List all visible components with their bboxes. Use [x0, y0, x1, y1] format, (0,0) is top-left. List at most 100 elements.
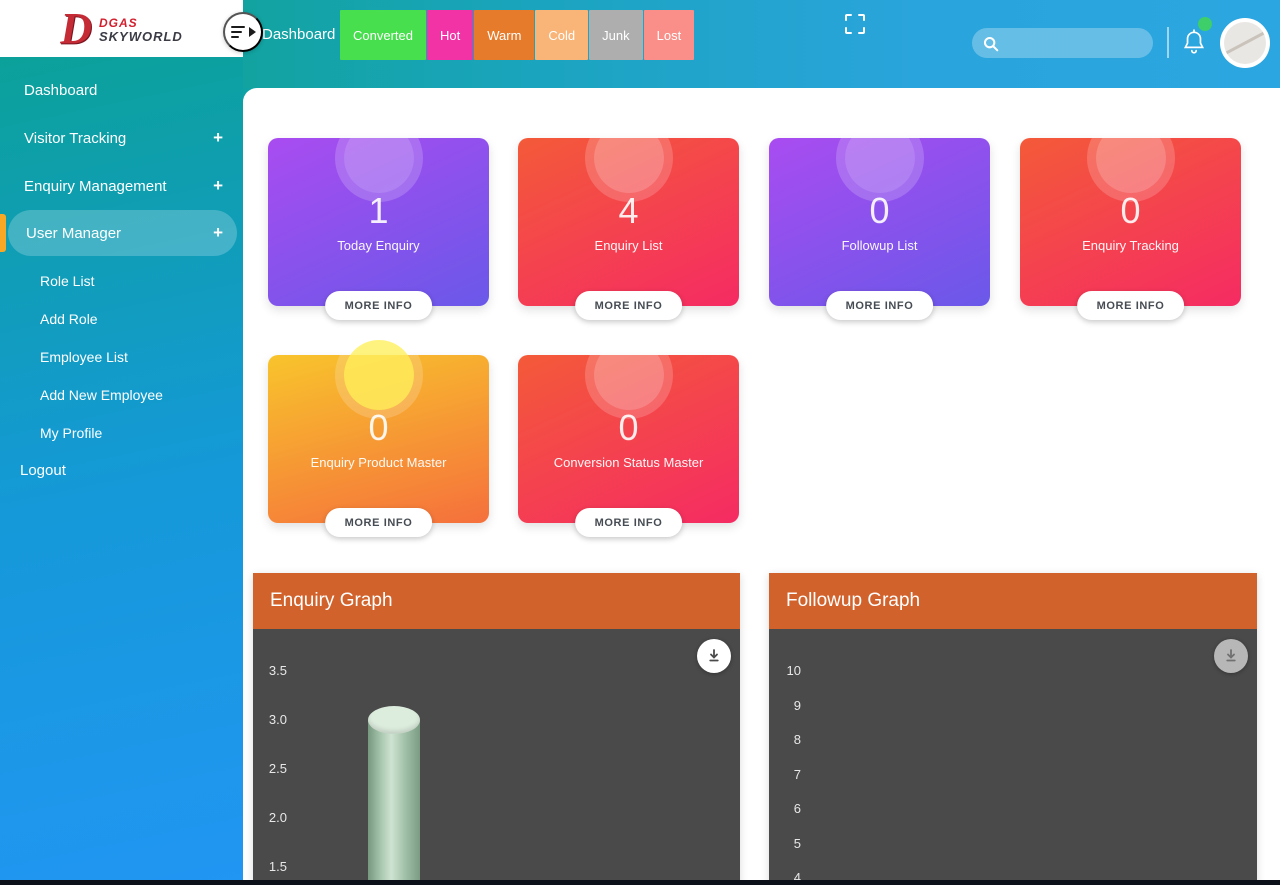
card-circle-decoration	[343, 340, 414, 410]
search-bar	[972, 28, 1181, 58]
card-circle-decoration	[1095, 123, 1166, 193]
y-axis-tick: 10	[786, 663, 801, 678]
active-item-highlight	[8, 210, 237, 256]
page-title: Dashboard	[262, 26, 336, 43]
sidebar-subitem-employee-list[interactable]: Employee List	[0, 338, 243, 376]
enquiry-chart-plot: 3.5 3.0 2.5 2.0 1.5	[253, 629, 740, 885]
sidebar-subitem-label: Employee List	[40, 349, 128, 365]
avatar-placeholder-image	[1224, 22, 1266, 64]
plus-icon: +	[213, 223, 223, 242]
brand-logo: D DGAS SKYWORLD	[0, 0, 243, 57]
card-label: Conversion Status Master	[553, 455, 704, 470]
stat-card-conversion-status-master: 0 Conversion Status Master MORE INFO	[518, 340, 739, 537]
card-value: 1	[368, 190, 389, 231]
sidebar-item-label: Dashboard	[24, 81, 98, 99]
y-axis-tick: 4	[793, 870, 801, 885]
fullscreen-icon[interactable]	[843, 12, 867, 36]
stat-card-enquiry-tracking: 0 Enquiry Tracking MORE INFO	[1020, 123, 1241, 320]
hamburger-menu-icon	[230, 26, 245, 38]
download-icon	[709, 649, 719, 662]
more-info-button[interactable]: MORE INFO	[574, 508, 683, 537]
card-value: 0	[869, 190, 890, 231]
status-button-lost[interactable]: Lost	[643, 10, 695, 60]
chart-title: Followup Graph	[769, 573, 1257, 629]
followup-graph-panel: Followup Graph 10 9 8 7 6 5 4	[769, 573, 1257, 885]
card-label: Today Enquiry	[337, 238, 420, 253]
stat-card-today-enquiry: 1 Today Enquiry MORE INFO	[268, 123, 489, 320]
sidebar-subitem-label: Role List	[40, 273, 95, 289]
stat-card-enquiry-list: 4 Enquiry List MORE INFO	[518, 123, 739, 320]
card-label: Enquiry Tracking	[1082, 238, 1179, 253]
download-icon	[1226, 649, 1236, 662]
followup-chart-plot: 10 9 8 7 6 5 4	[769, 629, 1257, 885]
bottom-edge-strip	[0, 880, 1280, 885]
y-axis-tick: 3.5	[268, 663, 287, 678]
sidebar-item-label: Logout	[20, 461, 66, 479]
card-label: Enquiry List	[594, 238, 663, 253]
y-axis-tick: 3.0	[268, 712, 287, 727]
more-info-button[interactable]: MORE INFO	[324, 508, 433, 537]
topbar-divider	[1167, 27, 1169, 58]
sidebar-item-label: Visitor Tracking	[24, 129, 127, 147]
more-info-button[interactable]: MORE INFO	[1076, 291, 1185, 320]
more-info-button[interactable]: MORE INFO	[324, 291, 433, 320]
more-info-button[interactable]: MORE INFO	[825, 291, 934, 320]
search-input[interactable]	[1005, 35, 1181, 51]
plus-icon: +	[213, 128, 223, 147]
y-axis-tick: 5	[793, 836, 801, 851]
active-item-accent-bar	[0, 214, 6, 252]
sidebar-subitem-add-role[interactable]: Add Role	[0, 300, 243, 338]
notifications-bell-icon[interactable]	[1181, 28, 1207, 56]
sidebar-subitem-label: My Profile	[40, 425, 103, 441]
card-circle-decoration	[343, 123, 414, 193]
sidebar-subitem-add-new-employee[interactable]: Add New Employee	[0, 376, 243, 414]
download-chart-button[interactable]	[1214, 639, 1248, 673]
card-label: Enquiry Product Master	[310, 455, 447, 470]
sidebar-item-logout[interactable]: Logout	[0, 446, 243, 494]
search-icon	[982, 35, 999, 52]
sidebar-subitem-label: Add New Employee	[40, 387, 163, 403]
stat-card-followup-list: 0 Followup List MORE INFO	[769, 123, 990, 320]
plus-icon: +	[213, 176, 223, 195]
card-value: 4	[618, 190, 639, 231]
user-avatar[interactable]	[1220, 18, 1270, 68]
bar-cylinder-top	[368, 706, 420, 734]
sidebar-item-visitor-tracking[interactable]: Visitor Tracking +	[0, 114, 243, 162]
status-button-cold[interactable]: Cold	[535, 10, 589, 60]
status-button-warm[interactable]: Warm	[474, 10, 535, 60]
status-filter-group: Converted Hot Warm Cold Junk Lost	[340, 10, 695, 60]
enquiry-graph-panel: Enquiry Graph 3.5 3.0 2.5 2.0 1.5	[253, 573, 740, 885]
status-button-converted[interactable]: Converted	[340, 10, 426, 60]
sidebar-item-enquiry-management[interactable]: Enquiry Management +	[0, 162, 243, 210]
y-axis-tick: 7	[793, 767, 801, 782]
card-circle-decoration	[593, 123, 664, 193]
brand-name-line2: SKYWORLD	[98, 28, 183, 44]
sidebar-toggle-button[interactable]	[223, 12, 263, 52]
chevron-right-icon	[248, 27, 256, 37]
topbar: Dashboard Converted Hot Warm Cold Junk L…	[243, 0, 1280, 88]
brand-logo-mark: D	[60, 3, 92, 53]
sidebar: Dashboard Visitor Tracking + Enquiry Man…	[0, 0, 243, 885]
card-circle-decoration	[593, 340, 664, 410]
y-axis-tick: 8	[793, 732, 801, 747]
status-button-hot[interactable]: Hot	[426, 10, 474, 60]
sidebar-subitem-label: Add Role	[40, 311, 98, 327]
y-axis-tick: 2.0	[268, 810, 287, 825]
download-chart-button[interactable]	[697, 639, 731, 673]
notification-badge	[1198, 17, 1212, 31]
sidebar-subitem-role-list[interactable]: Role List	[0, 262, 243, 300]
stat-card-enquiry-product-master: 0 Enquiry Product Master MORE INFO	[268, 340, 489, 537]
card-circle-decoration	[844, 123, 915, 193]
main-content: 1 Today Enquiry MORE INFO 4 Enquiry List…	[243, 88, 1280, 885]
status-button-junk[interactable]: Junk	[589, 10, 643, 60]
sidebar-item-user-manager[interactable]: User Manager +	[0, 210, 243, 256]
card-value: 0	[1120, 190, 1141, 231]
sidebar-subitem-my-profile[interactable]: My Profile	[0, 414, 243, 452]
sidebar-item-dashboard[interactable]: Dashboard	[0, 66, 243, 114]
brand-name-line1: DGAS	[98, 15, 138, 30]
card-label: Followup List	[841, 238, 918, 253]
y-axis-tick: 1.5	[268, 859, 287, 874]
more-info-button[interactable]: MORE INFO	[574, 291, 683, 320]
bar-cylinder	[368, 720, 420, 885]
y-axis-tick: 9	[793, 698, 801, 713]
